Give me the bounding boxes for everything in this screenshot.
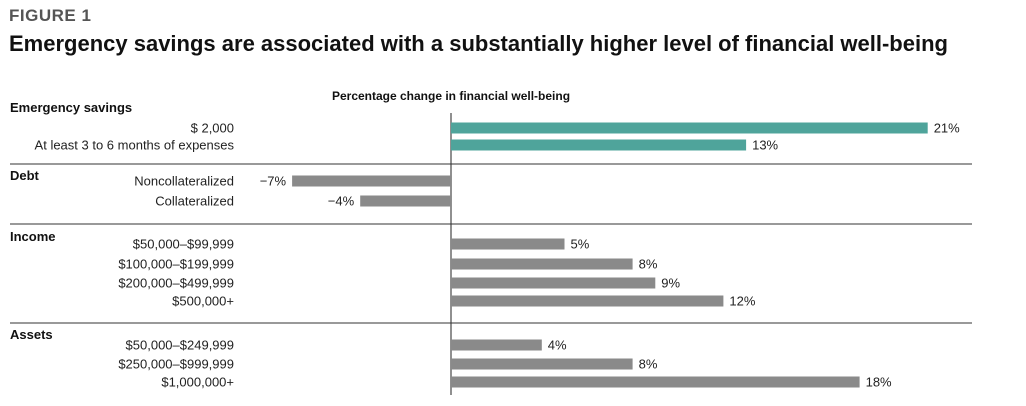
group-label: Assets bbox=[10, 327, 53, 342]
category-label: $50,000–$249,999 bbox=[126, 338, 234, 353]
data-label: 4% bbox=[548, 338, 567, 353]
group-label: Emergency savings bbox=[10, 100, 132, 115]
bar bbox=[451, 376, 860, 388]
bar bbox=[451, 139, 747, 151]
category-label: $500,000+ bbox=[172, 294, 234, 309]
category-label: $1,000,000+ bbox=[161, 375, 234, 390]
bar bbox=[292, 175, 451, 187]
data-label: 5% bbox=[571, 237, 590, 252]
data-label: 8% bbox=[639, 257, 658, 272]
data-label: 12% bbox=[729, 294, 755, 309]
data-label: −7% bbox=[260, 174, 287, 189]
category-label: $100,000–$199,999 bbox=[118, 257, 234, 272]
chart-title: Emergency savings are associated with a … bbox=[9, 31, 948, 56]
group-label: Debt bbox=[10, 168, 40, 183]
category-label: Collateralized bbox=[155, 194, 234, 209]
bar bbox=[451, 358, 633, 370]
bar bbox=[451, 122, 928, 134]
data-label: 18% bbox=[866, 375, 892, 390]
bar bbox=[451, 238, 565, 250]
bar bbox=[451, 277, 656, 289]
bar bbox=[360, 195, 451, 207]
bar bbox=[451, 258, 633, 270]
bar bbox=[451, 295, 724, 307]
data-label: 8% bbox=[639, 357, 658, 372]
category-label: At least 3 to 6 months of expenses bbox=[35, 138, 235, 153]
data-label: 13% bbox=[752, 138, 778, 153]
data-label: 21% bbox=[934, 121, 960, 136]
category-label: $250,000–$999,999 bbox=[118, 357, 234, 372]
data-label: −4% bbox=[328, 194, 355, 209]
category-label: Noncollateralized bbox=[134, 174, 234, 189]
x-axis-label: Percentage change in financial well-bein… bbox=[332, 89, 570, 103]
bar bbox=[451, 339, 542, 351]
category-label: $ 2,000 bbox=[191, 121, 234, 136]
data-label: 9% bbox=[661, 276, 680, 291]
group-label: Income bbox=[10, 229, 56, 244]
category-label: $50,000–$99,999 bbox=[133, 237, 234, 252]
figure-label: FIGURE 1 bbox=[9, 6, 92, 25]
category-label: $200,000–$499,999 bbox=[118, 276, 234, 291]
